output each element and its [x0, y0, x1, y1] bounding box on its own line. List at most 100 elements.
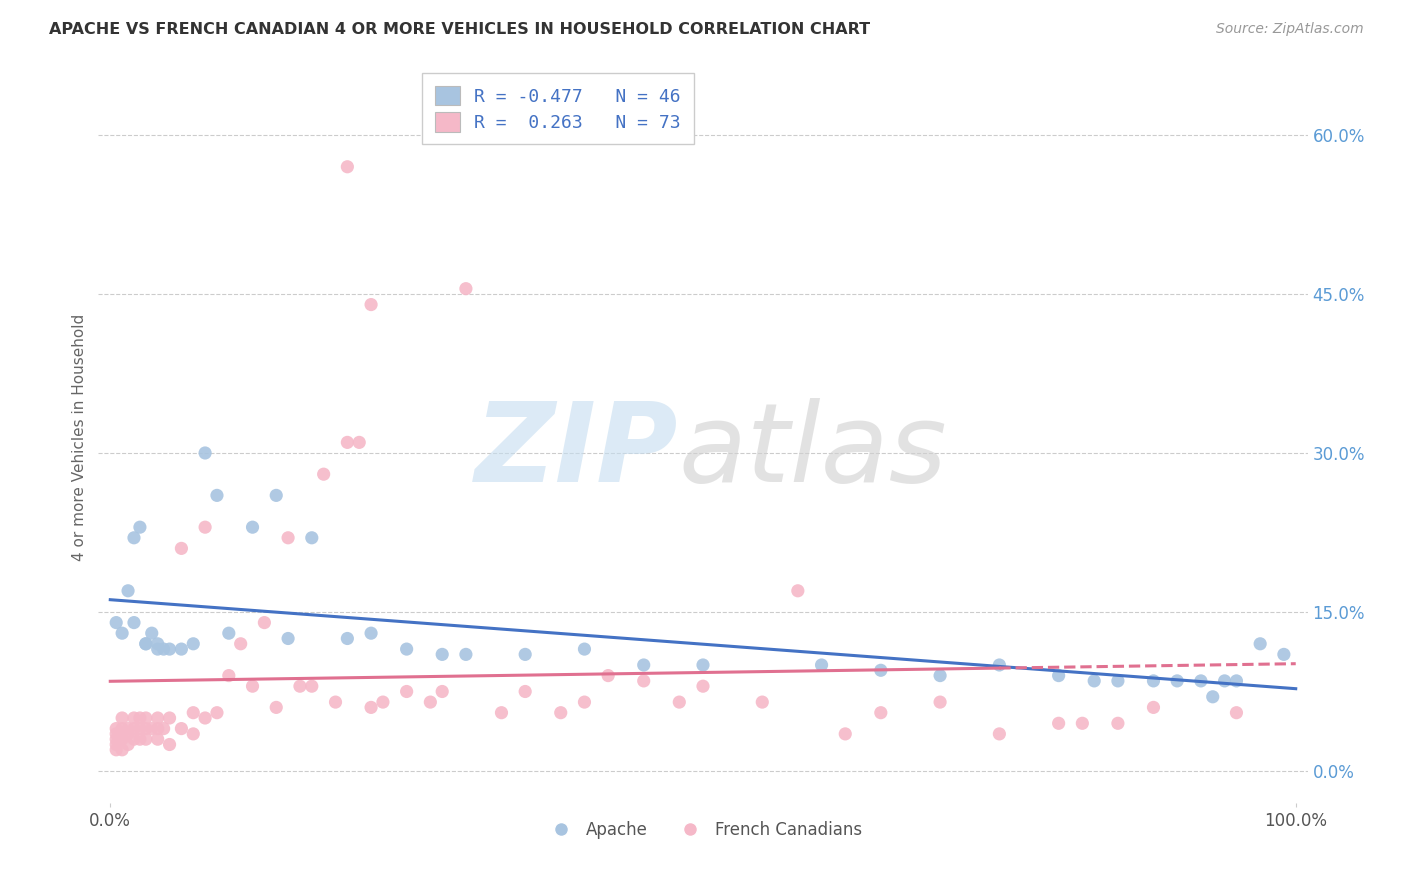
Point [288, 679, 311, 693]
Point [419, 695, 441, 709]
Point [105, 732, 128, 747]
Point [141, 626, 163, 640]
Point [1202, 690, 1225, 704]
Point [146, 732, 169, 747]
Point [301, 679, 323, 693]
Point [111, 722, 134, 736]
Point [242, 679, 264, 693]
Point [146, 722, 169, 736]
Point [129, 732, 152, 747]
Point [1107, 673, 1129, 688]
Point [454, 282, 477, 296]
Point [574, 695, 596, 709]
Point [360, 297, 382, 311]
Point [515, 684, 537, 698]
Point [929, 668, 952, 682]
Point [515, 648, 537, 662]
Point [105, 722, 128, 736]
Point [869, 706, 891, 720]
Point [218, 668, 240, 682]
Point [1083, 673, 1105, 688]
Point [159, 738, 181, 752]
Point [1071, 716, 1094, 731]
Point [117, 738, 139, 752]
Point [135, 722, 157, 736]
Point [117, 727, 139, 741]
Text: APACHE VS FRENCH CANADIAN 4 OR MORE VEHICLES IN HOUSEHOLD CORRELATION CHART: APACHE VS FRENCH CANADIAN 4 OR MORE VEHI… [49, 22, 870, 37]
Point [1213, 673, 1236, 688]
Point [105, 727, 128, 741]
Point [1142, 700, 1164, 714]
Point [181, 706, 204, 720]
Point [336, 160, 359, 174]
Point [135, 711, 157, 725]
Point [146, 637, 169, 651]
Point [111, 711, 134, 725]
Point [181, 637, 204, 651]
Point [810, 658, 832, 673]
Point [550, 706, 572, 720]
Text: Source: ZipAtlas.com: Source: ZipAtlas.com [1216, 22, 1364, 37]
Point [312, 467, 335, 482]
Point [277, 632, 299, 646]
Point [194, 446, 217, 460]
Point [122, 711, 145, 725]
Point [751, 695, 773, 709]
Point [929, 695, 952, 709]
Point [205, 706, 228, 720]
Point [988, 727, 1011, 741]
Point [1272, 648, 1295, 662]
Point [1142, 673, 1164, 688]
Text: atlas: atlas [679, 398, 948, 505]
Point [360, 700, 382, 714]
Point [395, 642, 418, 657]
Point [152, 642, 174, 657]
Point [205, 488, 228, 502]
Point [135, 637, 157, 651]
Point [395, 684, 418, 698]
Point [117, 583, 139, 598]
Point [117, 722, 139, 736]
Point [141, 722, 163, 736]
Point [598, 668, 620, 682]
Point [111, 743, 134, 757]
Point [1249, 637, 1271, 651]
Point [1225, 673, 1247, 688]
Point [692, 658, 714, 673]
Point [105, 743, 128, 757]
Point [834, 727, 856, 741]
Point [336, 435, 359, 450]
Point [1047, 716, 1070, 731]
Point [336, 632, 359, 646]
Point [432, 648, 454, 662]
Y-axis label: 4 or more Vehicles in Household: 4 or more Vehicles in Household [72, 313, 87, 561]
Point [122, 732, 145, 747]
Point [371, 695, 394, 709]
Point [1189, 673, 1212, 688]
Point [129, 722, 152, 736]
Point [170, 642, 193, 657]
Point [111, 626, 134, 640]
Point [325, 695, 347, 709]
Point [1166, 673, 1188, 688]
Point [152, 722, 174, 736]
Point [122, 615, 145, 630]
Point [111, 727, 134, 741]
Point [432, 684, 454, 698]
Point [122, 531, 145, 545]
Point [194, 711, 217, 725]
Point [105, 615, 128, 630]
Point [1047, 668, 1070, 682]
Point [146, 642, 169, 657]
Point [218, 626, 240, 640]
Point [574, 642, 596, 657]
Point [194, 520, 217, 534]
Point [301, 531, 323, 545]
Point [454, 648, 477, 662]
Point [668, 695, 690, 709]
Point [277, 531, 299, 545]
Point [129, 520, 152, 534]
Point [159, 711, 181, 725]
Text: ZIP: ZIP [475, 398, 679, 505]
Point [135, 637, 157, 651]
